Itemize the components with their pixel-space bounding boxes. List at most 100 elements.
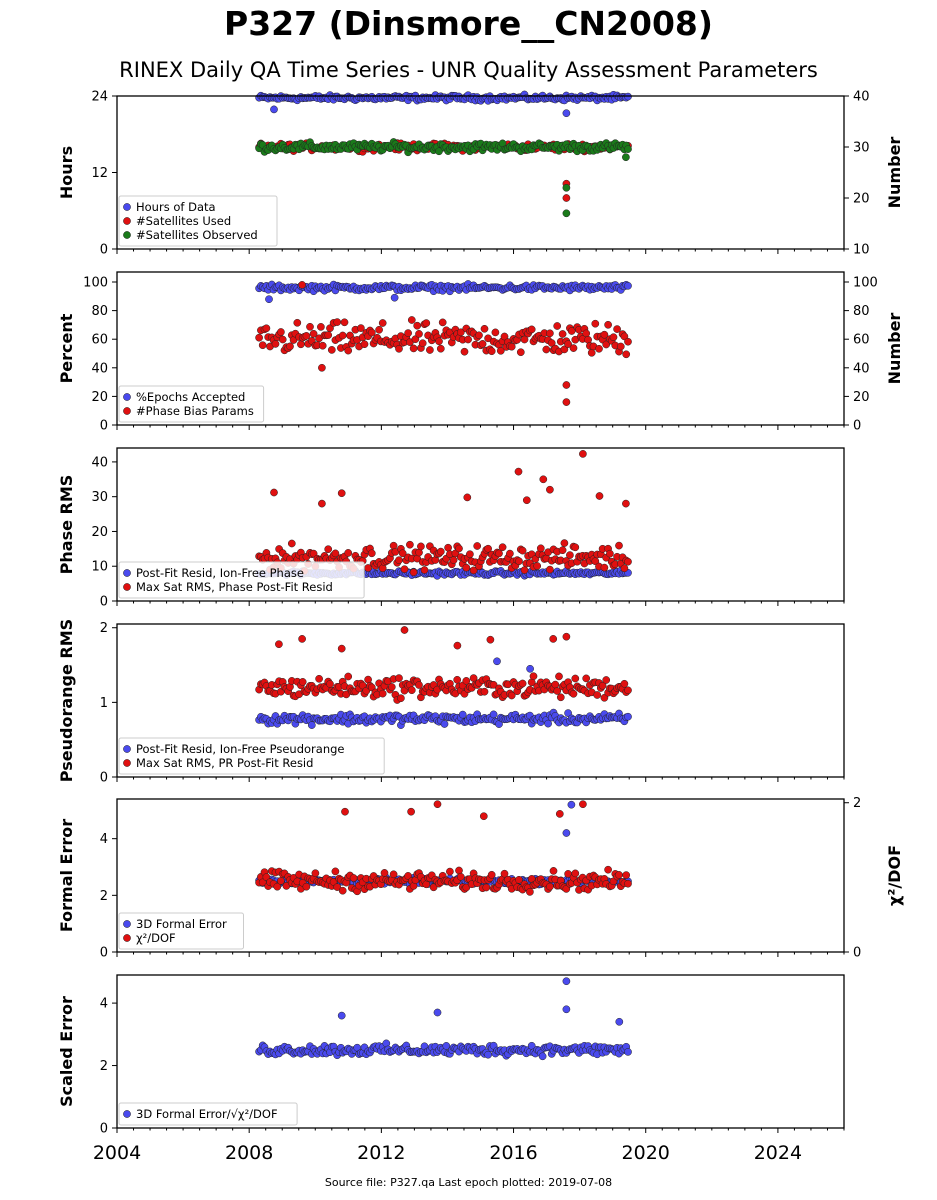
data-point bbox=[302, 882, 311, 891]
data-point bbox=[606, 549, 614, 558]
outlier-point bbox=[562, 1005, 571, 1014]
data-point bbox=[338, 331, 347, 340]
data-point bbox=[415, 330, 423, 338]
data-point bbox=[609, 333, 618, 342]
legend-marker bbox=[123, 407, 131, 415]
y-tick-label: 2 bbox=[100, 621, 108, 636]
data-point bbox=[315, 674, 323, 683]
data-point bbox=[438, 318, 447, 327]
data-point bbox=[615, 871, 623, 879]
data-point bbox=[546, 565, 554, 574]
data-point bbox=[624, 879, 632, 888]
data-point bbox=[527, 325, 536, 334]
data-point bbox=[500, 332, 509, 341]
data-point bbox=[462, 677, 471, 685]
y2-tick-label: 100 bbox=[853, 276, 878, 291]
data-points bbox=[255, 977, 632, 1061]
legend-label: #Satellites Observed bbox=[136, 228, 258, 242]
data-point bbox=[544, 719, 552, 728]
y-tick-label: 2 bbox=[100, 1059, 108, 1074]
y-axis-label: Scaled Error bbox=[57, 996, 76, 1107]
data-point bbox=[404, 872, 412, 880]
data-point bbox=[446, 867, 454, 876]
data-point bbox=[333, 883, 342, 891]
data-point bbox=[258, 341, 267, 350]
y2-tick-label: 0 bbox=[853, 946, 861, 961]
outlier-point bbox=[562, 632, 571, 641]
legend-box bbox=[118, 561, 365, 599]
data-point bbox=[624, 557, 632, 566]
data-point bbox=[571, 674, 580, 683]
outlier-point bbox=[522, 496, 531, 505]
y2-tick-label: 40 bbox=[853, 90, 870, 105]
data-point bbox=[306, 322, 314, 331]
data-point bbox=[520, 335, 529, 344]
data-point bbox=[278, 335, 287, 344]
x-tick-label: 2016 bbox=[489, 1142, 537, 1164]
data-point bbox=[622, 350, 631, 359]
data-point bbox=[620, 332, 629, 341]
panel-6: 0 2 4 Scaled Error 3D Formal Error/√χ²/DOF 20… bbox=[57, 974, 845, 1164]
x-tick-label: 2020 bbox=[622, 1142, 670, 1164]
data-point bbox=[309, 329, 318, 338]
outlier-point bbox=[453, 641, 462, 650]
data-point bbox=[326, 680, 334, 688]
data-point bbox=[500, 869, 509, 878]
data-point bbox=[553, 687, 562, 695]
legend-box bbox=[118, 195, 278, 247]
legend: 3D Formal Error/√χ²/DOF bbox=[118, 1102, 298, 1126]
y-tick-label: 0 bbox=[100, 243, 108, 258]
y-tick-label: 20 bbox=[91, 525, 108, 540]
data-point bbox=[489, 680, 498, 689]
data-point bbox=[558, 330, 567, 338]
data-points bbox=[255, 450, 632, 580]
data-point bbox=[344, 549, 353, 557]
outlier-point bbox=[390, 293, 399, 302]
data-point bbox=[569, 344, 578, 352]
y-tick-label: 24 bbox=[91, 90, 108, 105]
data-point bbox=[507, 691, 516, 700]
data-point bbox=[487, 870, 496, 879]
data-point bbox=[436, 547, 445, 556]
data-point bbox=[435, 337, 443, 346]
data-point bbox=[556, 693, 565, 702]
legend-label: Max Sat RMS, PR Post-Fit Resid bbox=[136, 756, 313, 770]
outlier-point bbox=[562, 183, 571, 192]
data-point bbox=[602, 676, 611, 684]
data-point bbox=[273, 882, 282, 891]
legend-box bbox=[118, 1102, 298, 1126]
outlier-point bbox=[562, 829, 571, 837]
y2-axis-label: Number bbox=[885, 313, 904, 385]
data-points bbox=[255, 90, 632, 218]
source-footer: Source file: P327.qa Last epoch plotted:… bbox=[324, 1176, 613, 1189]
outlier-point bbox=[546, 485, 554, 494]
data-point bbox=[536, 544, 545, 553]
data-point bbox=[518, 546, 527, 555]
y2-tick-label: 20 bbox=[853, 192, 870, 207]
data-point bbox=[398, 549, 407, 558]
data-point bbox=[515, 875, 523, 884]
data-point bbox=[262, 324, 271, 333]
data-point bbox=[400, 565, 409, 574]
legend-label: Max Sat RMS, Phase Post-Fit Resid bbox=[136, 580, 333, 594]
legend-marker bbox=[123, 393, 131, 401]
data-point bbox=[489, 710, 498, 719]
data-point bbox=[624, 337, 632, 346]
data-point bbox=[496, 346, 505, 355]
data-point bbox=[397, 694, 405, 703]
outlier-point bbox=[622, 499, 630, 508]
data-point bbox=[415, 681, 423, 689]
legend-label: #Satellites Used bbox=[136, 214, 231, 228]
data-point bbox=[326, 324, 334, 333]
y2-tick-label: 20 bbox=[853, 390, 870, 405]
data-point bbox=[426, 346, 434, 354]
data-point bbox=[553, 322, 562, 330]
outlier-point bbox=[514, 467, 523, 476]
outlier-point bbox=[595, 492, 604, 500]
data-point bbox=[587, 348, 596, 357]
data-point bbox=[338, 886, 347, 895]
data-point bbox=[404, 329, 412, 337]
y2-axis-label: Number bbox=[885, 137, 904, 209]
outlier-point bbox=[341, 807, 349, 816]
